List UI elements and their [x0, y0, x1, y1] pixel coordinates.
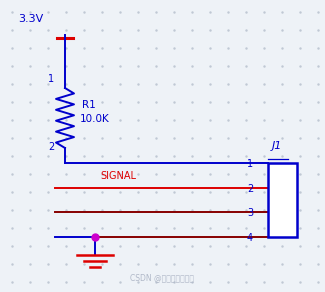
Text: 10.0K: 10.0K [80, 114, 110, 124]
Text: 2: 2 [48, 142, 54, 152]
Text: SIGNAL: SIGNAL [100, 171, 136, 181]
Text: 4: 4 [247, 233, 253, 243]
Text: 1: 1 [48, 74, 54, 84]
Text: 3.3V: 3.3V [18, 14, 43, 24]
Text: J1: J1 [272, 141, 283, 151]
Text: R1: R1 [82, 100, 96, 110]
Text: CSDN @硬码农工电子哥: CSDN @硬码农工电子哥 [130, 274, 194, 282]
Text: 3: 3 [247, 208, 253, 218]
Bar [268, 163, 297, 237]
Text: 1: 1 [247, 159, 253, 169]
Text: 2: 2 [247, 184, 253, 194]
